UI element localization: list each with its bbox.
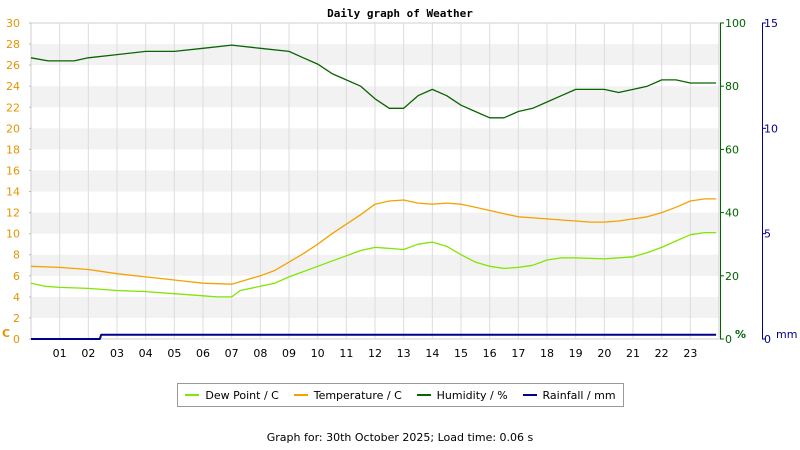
- legend-item-dew-point: Dew Point / C: [185, 388, 279, 402]
- plot-grid: [29, 22, 691, 340]
- y-tick-label-right2: 5: [764, 228, 771, 241]
- x-tick-label: 04: [139, 347, 153, 360]
- y-axis-unit-right1: %: [735, 328, 746, 341]
- y-tick-label-left: 20: [6, 122, 20, 135]
- x-tick-label: 22: [655, 347, 669, 360]
- y-tick-label-left: 4: [13, 291, 20, 304]
- legend-item-rainfall: Rainfall / mm: [522, 388, 616, 402]
- legend-swatch-humidity: [416, 394, 431, 396]
- y-tick-label-left: 12: [6, 207, 20, 220]
- x-tick-label: 20: [597, 347, 611, 360]
- y-tick-label-left: 24: [6, 80, 20, 93]
- y-tick-label-right2: 0: [764, 333, 771, 346]
- x-tick-label: 03: [110, 347, 124, 360]
- y-tick-label-left: 18: [6, 143, 20, 156]
- x-tick-label: 19: [569, 347, 583, 360]
- y-tick-label-right1: 60: [725, 143, 739, 156]
- y-tick-label-left: 10: [6, 228, 20, 241]
- series-line-3: [31, 333, 717, 340]
- legend-item-humidity: Humidity / %: [416, 388, 508, 402]
- legend-item-temperature: Temperature / C: [293, 388, 402, 402]
- y-tick-label-left: 30: [6, 17, 20, 30]
- x-tick-label: 06: [196, 347, 210, 360]
- y-tick-label-left: 14: [6, 186, 20, 199]
- x-tick-label: 07: [225, 347, 239, 360]
- x-tick-label: 08: [253, 347, 267, 360]
- legend-label-humidity: Humidity / %: [436, 388, 508, 402]
- legend-swatch-dew-point: [185, 394, 200, 396]
- x-tick-label: 09: [282, 347, 296, 360]
- y-tick-label-left: 22: [6, 101, 20, 114]
- x-tick-label: 02: [81, 347, 95, 360]
- legend-swatch-rainfall: [522, 394, 537, 396]
- y-tick-label-right2: 15: [764, 17, 778, 30]
- series-line-1: [30, 198, 717, 285]
- x-tick-label: 05: [167, 347, 181, 360]
- x-tick-label: 17: [511, 347, 525, 360]
- y-axis-unit-right2: mm: [776, 328, 797, 341]
- plot-axes: [720, 22, 766, 340]
- x-tick-label: 18: [540, 347, 554, 360]
- x-tick-label: 15: [454, 347, 468, 360]
- legend-label-rainfall: Rainfall / mm: [542, 388, 616, 402]
- axis-labels: 01 02 03 04 05 06 07 08 09 10 11 12 13 14 15 16 17 18 19 20…: [2, 17, 797, 360]
- series-line-0: [30, 231, 717, 298]
- x-tick-label: 14: [425, 347, 439, 360]
- y-tick-label-left: 2: [13, 312, 20, 325]
- x-tick-label: 10: [311, 347, 325, 360]
- y-tick-label-left: 6: [13, 270, 20, 283]
- plot-series: [30, 44, 717, 340]
- y-axis-unit-left: C: [2, 327, 10, 340]
- chart-canvas: Daily graph of Weather 01 02 03 04 05 06 07 08 0…: [2, 7, 797, 360]
- x-tick-label: 12: [368, 347, 382, 360]
- y-tick-label-right1: 40: [725, 207, 739, 220]
- x-tick-label: 23: [683, 347, 697, 360]
- x-tick-label: 11: [339, 347, 353, 360]
- y-tick-label-right2: 10: [764, 122, 778, 135]
- legend-label-dew-point: Dew Point / C: [205, 388, 279, 402]
- y-tick-label-right1: 80: [725, 80, 739, 93]
- y-tick-label-left: 0: [13, 333, 20, 346]
- x-tick-label: 01: [53, 347, 67, 360]
- x-tick-label: 13: [397, 347, 411, 360]
- series-line-2: [30, 44, 717, 119]
- footer-status: Graph for: 30th October 2025; Load time:…: [266, 431, 534, 444]
- y-tick-label-left: 16: [6, 164, 20, 177]
- y-tick-label-right1: 0: [725, 333, 732, 346]
- legend-swatch-temperature: [293, 394, 308, 396]
- y-tick-label-right1: 20: [725, 270, 739, 283]
- x-tick-label: 21: [626, 347, 640, 360]
- chart-legend: Dew Point / C Temperature / C Humidity /…: [177, 383, 624, 407]
- y-tick-label-right1: 100: [725, 17, 746, 30]
- y-tick-label-left: 28: [6, 38, 20, 51]
- y-tick-label-left: 26: [6, 59, 20, 72]
- y-tick-label-left: 8: [13, 249, 20, 262]
- legend-label-temperature: Temperature / C: [313, 388, 402, 402]
- x-tick-label: 16: [483, 347, 497, 360]
- chart-title: Daily graph of Weather: [327, 7, 473, 20]
